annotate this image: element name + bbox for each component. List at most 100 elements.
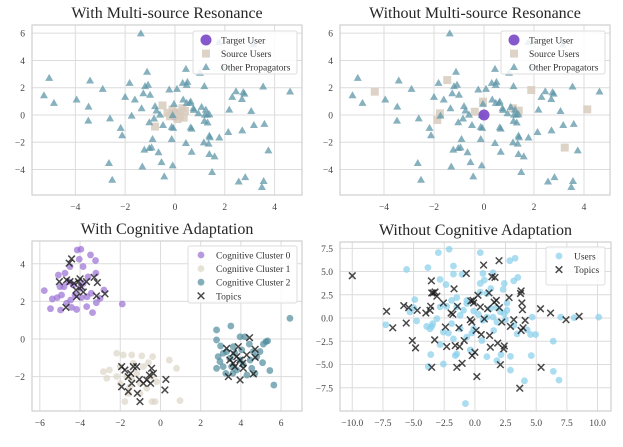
- y-tick-label: −4: [15, 166, 25, 176]
- other-propagators-point: [205, 110, 214, 118]
- other-propagators-point: [567, 183, 576, 191]
- topics-point: [245, 333, 254, 342]
- cognitive-cluster-1-point: [143, 384, 151, 392]
- other-propagators-point: [157, 158, 166, 166]
- other-propagators-point: [45, 73, 54, 81]
- topics-point: [453, 302, 462, 311]
- legend-marker: [510, 63, 518, 70]
- users-point: [510, 277, 518, 285]
- legend-label: Target User: [221, 37, 266, 47]
- users-point: [532, 331, 539, 338]
- other-propagators-point: [427, 131, 435, 139]
- cognitive-cluster-1-point: [151, 398, 159, 405]
- topics-point: [404, 303, 413, 312]
- other-propagators-point: [425, 123, 434, 131]
- other-propagators-point: [165, 85, 174, 93]
- other-propagators-point: [358, 98, 367, 106]
- other-propagators-point: [478, 123, 487, 131]
- topics-point: [121, 366, 129, 374]
- other-propagators-point: [257, 183, 266, 191]
- topics-point: [161, 386, 169, 394]
- users-point: [475, 310, 482, 318]
- users-point: [527, 352, 535, 359]
- other-propagators-point: [210, 152, 219, 160]
- topics-point: [79, 288, 88, 296]
- cognitive-cluster-0-point: [58, 291, 65, 299]
- topics-point: [408, 336, 417, 345]
- x-tick-label: −4: [75, 419, 85, 429]
- topics-point: [251, 353, 259, 362]
- x-tick-label: −10.0: [341, 419, 363, 429]
- y-tick-label: 4: [20, 57, 25, 67]
- other-propagators-point: [156, 110, 165, 118]
- x-tick-label: 4: [239, 419, 244, 429]
- other-propagators-point: [461, 106, 470, 114]
- x-tick-label: 5.0: [530, 419, 542, 429]
- x-tick-label: 0: [173, 203, 178, 213]
- other-propagators-point: [506, 102, 515, 110]
- other-propagators-point: [118, 131, 127, 139]
- topics-point: [536, 304, 545, 313]
- users-point: [439, 328, 447, 336]
- subplot-title: Without Cognitive Adaptation: [379, 222, 572, 239]
- y-tick-label: 4: [20, 260, 25, 270]
- cognitive-cluster-0-point: [87, 289, 95, 297]
- source-users-point: [168, 105, 177, 114]
- other-propagators-point: [499, 105, 507, 113]
- users-point: [427, 351, 435, 358]
- cognitive-cluster-0-point: [61, 269, 69, 277]
- other-propagators-point: [445, 29, 454, 37]
- topics-point: [495, 303, 504, 312]
- users-point: [426, 325, 434, 333]
- cognitive-cluster-2-point: [213, 364, 220, 372]
- axes-frame: [31, 240, 303, 412]
- y-tick-label: −2: [15, 373, 25, 383]
- other-propagators-point: [556, 106, 565, 114]
- other-propagators-point: [559, 121, 568, 129]
- other-propagators-point: [194, 109, 203, 117]
- users-point: [507, 366, 514, 374]
- users-point: [436, 341, 444, 348]
- other-propagators-point: [231, 87, 240, 95]
- topics-point: [515, 384, 524, 393]
- cognitive-cluster-2-point: [216, 358, 224, 365]
- subplot-title: With Multi-source Resonance: [71, 5, 262, 22]
- legend-box: [187, 245, 298, 304]
- other-propagators-point: [439, 95, 448, 103]
- other-propagators-point: [469, 172, 478, 180]
- topics-point: [399, 301, 408, 310]
- users-point: [500, 280, 508, 287]
- other-propagators-point: [145, 118, 154, 126]
- topics-point: [486, 343, 495, 352]
- topics-point: [55, 277, 64, 286]
- topics-point: [66, 277, 74, 286]
- legend-marker: [197, 278, 205, 286]
- topics-point: [382, 307, 391, 316]
- topics-point: [518, 305, 527, 314]
- legend-label: Other Propagators: [529, 64, 599, 74]
- users-point: [460, 306, 467, 314]
- other-propagators-point: [569, 119, 578, 127]
- topics-point: [413, 306, 422, 315]
- topics-point: [62, 303, 70, 312]
- other-propagators-point: [454, 118, 463, 126]
- cognitive-cluster-1-point: [119, 351, 127, 359]
- other-propagators-point: [145, 144, 154, 152]
- other-propagators-point: [84, 116, 93, 124]
- other-propagators-point: [495, 98, 503, 106]
- topics-point: [147, 364, 156, 373]
- cognitive-cluster-2-point: [219, 349, 227, 357]
- other-propagators-point: [264, 146, 273, 154]
- cognitive-cluster-0-point: [118, 300, 126, 308]
- other-propagators-point: [393, 102, 402, 110]
- cognitive-cluster-2-point: [213, 326, 220, 334]
- users-point: [502, 316, 509, 324]
- x-tick-label: 0: [482, 203, 487, 213]
- cognitive-cluster-0-point: [73, 306, 81, 313]
- points-layer: [348, 29, 604, 191]
- other-propagators-point: [152, 106, 161, 114]
- y-tick-label: −2: [323, 139, 333, 149]
- y-tick-label: 0: [328, 111, 333, 121]
- cognitive-cluster-0-point: [67, 296, 75, 304]
- users-point: [436, 276, 444, 283]
